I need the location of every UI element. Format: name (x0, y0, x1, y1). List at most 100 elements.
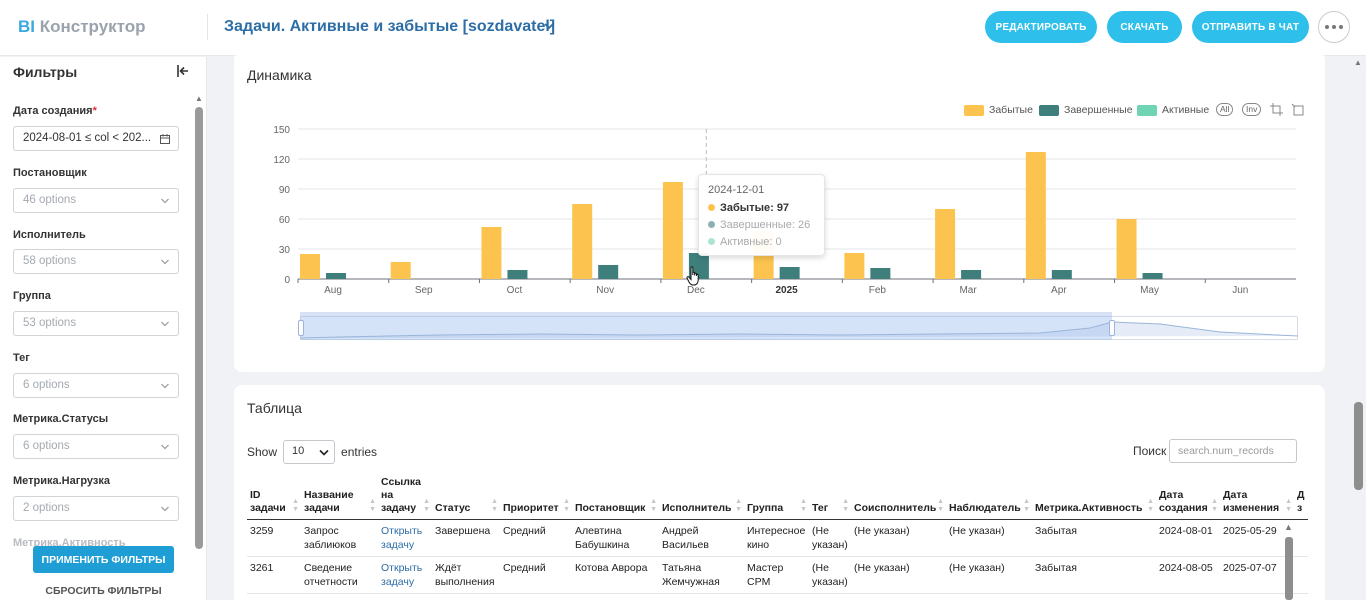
datazoom-right-handle[interactable] (1109, 320, 1115, 336)
column-header[interactable]: ID задачи ▲ ▼ (247, 474, 301, 520)
table-title: Таблица (247, 400, 302, 416)
column-header[interactable]: Постановщик ▲ ▼ (572, 474, 659, 520)
table-cell: (Не указан) (946, 556, 1032, 594)
filter-label-metric-status: Метрика.Статусы (13, 413, 109, 425)
top-header: BI Конструктор Задачи. Активные и забыты… (0, 0, 1366, 56)
table-row: 3261 Сведение отчетности Открыть задачу … (247, 556, 1308, 594)
table-header-row: ID задачи ▲ ▼ Название задачи ▲ ▼ Ссылка на … (247, 474, 1308, 520)
table-cell: (Не указан) (851, 519, 946, 557)
tooltip-row-forgotten: Забытые: 97 (708, 199, 815, 216)
edit-button[interactable]: РЕДАКТИРОВАТЬ (985, 11, 1097, 43)
column-header[interactable]: Соисполнитель ▲ ▼ (851, 474, 946, 520)
chart-tooltip: 2024-12-01 Забытые: 97 Завершенные: 26 А… (698, 174, 825, 256)
zoom-reset-icon[interactable] (1291, 103, 1304, 119)
datazoom-left-handle[interactable] (298, 320, 304, 336)
table-cell: (Не указан) (946, 519, 1032, 557)
chevron-down-icon (161, 383, 169, 389)
column-header[interactable]: Статус ▲ ▼ (432, 474, 500, 520)
sort-icon: ▲ ▼ (800, 498, 807, 513)
page-scroll-up-icon[interactable]: ▲ (1354, 58, 1362, 67)
tooltip-row-active: Активные: 0 (708, 233, 815, 250)
filter-label-created-date: Дата создания* (13, 105, 97, 117)
page-scrollbar[interactable] (1354, 402, 1363, 490)
page-length-select[interactable]: 10 (283, 440, 336, 464)
chevron-down-icon (161, 321, 169, 327)
column-header[interactable]: Ссылка на задачу ▲ ▼ (378, 474, 432, 520)
sort-icon: ▲ ▼ (423, 498, 430, 513)
sort-icon: ▲ ▼ (650, 498, 657, 513)
collapse-sidebar-icon[interactable] (176, 64, 190, 81)
table-cell: Татьяна Жемчужная (659, 556, 744, 594)
chevron-down-icon[interactable] (543, 20, 555, 35)
filter-label-setter: Постановщик (13, 167, 87, 179)
column-header[interactable]: Группа ▲ ▼ (744, 474, 809, 520)
column-header[interactable]: Приоритет ▲ ▼ (500, 474, 572, 520)
column-header[interactable]: Метрика.Активность ▲ ▼ (1032, 474, 1156, 520)
column-header[interactable]: Дата создания ▲ ▼ (1156, 474, 1220, 520)
datazoom-selected-range[interactable] (300, 316, 1112, 340)
datazoom-move-bar[interactable] (300, 312, 1112, 316)
more-options-icon[interactable] (1318, 11, 1350, 43)
column-header[interactable]: Исполнитель ▲ ▼ (659, 474, 744, 520)
column-header[interactable]: Название задачи ▲ ▼ (301, 474, 378, 520)
legend-swatch (964, 104, 984, 116)
table-cell: 2025-07-07 (1220, 556, 1294, 594)
table-cell: Запрос заблиюков (301, 519, 378, 557)
table-cell: Забытая (1032, 519, 1156, 557)
table-cell: Котова Аврора (572, 556, 659, 594)
filter-label-group: Группа (13, 290, 51, 302)
sort-icon: ▲ ▼ (563, 498, 570, 513)
metric-status-select[interactable]: 6 options (13, 434, 179, 459)
metric-load-select[interactable]: 2 options (13, 496, 179, 521)
executor-select[interactable]: 58 options (13, 249, 179, 274)
filters-title: Фильтры (13, 64, 78, 80)
tag-select[interactable]: 6 options (13, 373, 179, 398)
chevron-down-icon (319, 449, 329, 456)
created-date-field[interactable]: 2024-08-01 ≤ col < 202... (13, 126, 179, 151)
group-select[interactable]: 53 options (13, 311, 179, 336)
sort-icon: ▲ ▼ (491, 498, 498, 513)
open-task-link[interactable]: Открыть задачу (378, 556, 432, 594)
sidebar-scroll-up-icon[interactable]: ▲ (195, 94, 203, 103)
show-label: Show (247, 445, 278, 459)
select-all-button[interactable]: All (1216, 103, 1234, 116)
table-scroll-up-icon[interactable]: ▲ (1284, 522, 1293, 532)
table-cell: Мастер CPM (744, 556, 809, 594)
legend-active[interactable]: Активные (1137, 104, 1209, 116)
legend-forgotten[interactable]: Забытые (964, 104, 1033, 116)
column-header[interactable]: Дата изменения ▲ ▼ (1220, 474, 1294, 520)
dashboard-title[interactable]: Задачи. Активные и забытые [sozdavatel] (224, 18, 556, 35)
reset-filters-button[interactable]: СБРОСИТЬ ФИЛЬТРЫ (45, 585, 162, 597)
invert-selection-button[interactable]: Inv (1242, 103, 1262, 116)
table-scrollbar[interactable] (1285, 537, 1293, 600)
column-header[interactable]: Наблюдатель ▲ ▼ (946, 474, 1032, 520)
send-to-chat-button[interactable]: ОТПРАВИТЬ В ЧАТ (1192, 11, 1309, 43)
download-button[interactable]: СКАЧАТЬ (1107, 11, 1182, 43)
table-cell: Средний (500, 519, 572, 557)
search-label: Поиск (1133, 444, 1167, 458)
table-cell: 3261 (247, 556, 301, 594)
data-table: ID задачи ▲ ▼ Название задачи ▲ ▼ Ссылка на … (247, 474, 1308, 594)
entries-label: entries (341, 445, 378, 459)
table-cell: 2024-08-01 (1156, 519, 1220, 557)
column-header[interactable]: Тег ▲ ▼ (809, 474, 851, 520)
table-cell: Ждёт выполнения (432, 556, 500, 594)
app-logo[interactable]: BI Конструктор (18, 17, 146, 36)
header-divider (207, 14, 208, 40)
chevron-down-icon (161, 506, 169, 512)
legend-swatch (1039, 104, 1059, 116)
table-row: 3259 Запрос заблиюков Открыть задачу Зав… (247, 519, 1308, 557)
zoom-select-icon[interactable] (1270, 103, 1283, 119)
search-input[interactable]: search.num_records (1169, 439, 1297, 463)
series-dot (708, 204, 715, 211)
sidebar-scrollbar[interactable] (195, 107, 203, 549)
filter-label-tag: Тег (13, 352, 30, 364)
apply-filters-button[interactable]: ПРИМЕНИТЬ ФИЛЬТРЫ (33, 546, 174, 573)
table-cell: Интересное кино (744, 519, 809, 557)
sort-icon: ▲ ▼ (842, 498, 849, 513)
column-header[interactable]: Д з (1294, 474, 1308, 520)
open-task-link[interactable]: Открыть задачу (378, 519, 432, 557)
legend-completed[interactable]: Завершенные (1039, 104, 1133, 116)
sort-icon: ▲ ▼ (1211, 498, 1218, 513)
setter-select[interactable]: 46 options (13, 188, 179, 213)
